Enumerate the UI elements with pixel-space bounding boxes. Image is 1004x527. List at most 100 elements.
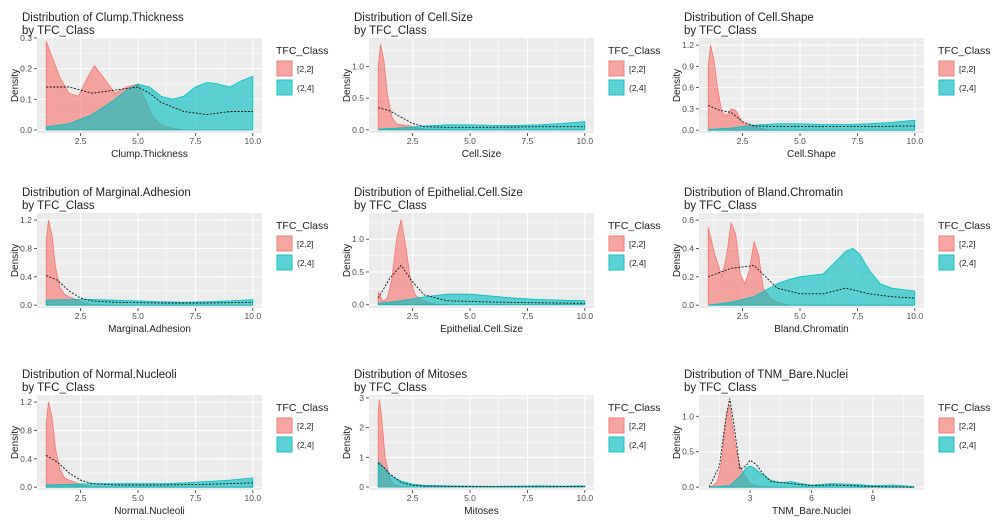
x-tick-label: 2.5 xyxy=(75,493,87,503)
density-area-high-class xyxy=(45,299,254,306)
overall-density-line xyxy=(45,454,253,486)
y-axis-label: Density xyxy=(672,244,683,277)
x-tick-label: 10.0 xyxy=(577,311,594,321)
legend-swatch-high-class xyxy=(608,254,625,271)
chart-title: Distribution of Cell.Shape xyxy=(684,12,814,24)
x-axis-label: Marginal.Adhesion xyxy=(108,324,191,335)
y-axis-label: Density xyxy=(342,244,353,277)
legend-swatch-high-class xyxy=(608,79,625,96)
y-tick-label: 0.0 xyxy=(20,482,32,492)
density-area-high-class xyxy=(377,293,586,306)
legend-swatch-high-class xyxy=(608,436,625,453)
legend-label: (2,4] xyxy=(959,258,976,268)
x-tick-label: 7.5 xyxy=(190,311,202,321)
legend-title: TFC_Class xyxy=(938,402,991,414)
x-tick-label: 6 xyxy=(809,493,814,503)
x-tick-label: 10.0 xyxy=(245,493,262,503)
y-tick-label: 1.0 xyxy=(682,411,694,421)
density-area-high-class xyxy=(45,477,254,488)
legend-swatch-high-class xyxy=(938,436,955,453)
legend-swatch-low-class xyxy=(608,60,625,77)
legend: TFC_Class [2,2] (2,4] xyxy=(608,402,661,453)
x-tick-label: 7.5 xyxy=(522,311,534,321)
legend-title: TFC_Class xyxy=(276,402,329,414)
y-tick-label: 2 xyxy=(359,423,364,433)
chart-subtitle: by TFC_Class xyxy=(354,25,427,37)
legend: TFC_Class [2,2] (2,4] xyxy=(938,402,991,453)
density-area-high-class xyxy=(377,460,586,488)
legend-label: [2,2] xyxy=(959,239,976,249)
overall-density-line xyxy=(708,265,915,299)
x-tick-label: 2.5 xyxy=(407,311,419,321)
chart-subtitle: by TFC_Class xyxy=(354,382,427,394)
y-axis-label: Density xyxy=(672,69,683,102)
x-tick-label: 7.5 xyxy=(852,311,864,321)
legend-title: TFC_Class xyxy=(608,402,661,414)
legend-label: [2,2] xyxy=(959,64,976,74)
x-axis-label: Cell.Size xyxy=(462,149,502,160)
legend-label: (2,4] xyxy=(297,440,314,450)
x-tick-label: 5.0 xyxy=(132,136,144,146)
plot-panel xyxy=(37,395,262,490)
y-tick-label: 1.2 xyxy=(20,397,32,407)
y-tick-label: 0.0 xyxy=(682,300,694,310)
y-axis-label: Density xyxy=(342,69,353,102)
x-tick-label: 10.0 xyxy=(245,136,262,146)
chart-subtitle: by TFC_Class xyxy=(684,25,757,37)
legend-swatch-low-class xyxy=(608,417,625,434)
legend: TFC_Class [2,2] (2,4] xyxy=(938,220,991,271)
x-tick-label: 5.0 xyxy=(464,136,476,146)
x-axis-label: Clump.Thickness xyxy=(111,149,188,160)
legend-label: (2,4] xyxy=(297,83,314,93)
x-tick-label: 2.5 xyxy=(75,311,87,321)
legend-swatch-low-class xyxy=(938,417,955,434)
legend-swatch-high-class xyxy=(938,254,955,271)
chart-title: Distribution of Cell.Size xyxy=(354,12,473,24)
legend-swatch-low-class xyxy=(276,60,293,77)
chart-title: Distribution of Bland.Chromatin xyxy=(684,187,843,199)
overall-density-line xyxy=(708,398,914,488)
y-tick-label: 0.0 xyxy=(20,300,32,310)
x-tick-label: 5.0 xyxy=(794,311,806,321)
legend-label: (2,4] xyxy=(959,83,976,93)
legend-swatch-high-class xyxy=(276,79,293,96)
y-tick-label: 0.5 xyxy=(682,447,694,457)
y-axis-label: Density xyxy=(10,69,21,102)
y-tick-label: 1 xyxy=(359,452,364,462)
legend-swatch-low-class xyxy=(938,60,955,77)
density-area-high-class xyxy=(45,75,254,131)
y-tick-label: 0.5 xyxy=(352,93,364,103)
legend-label: [2,2] xyxy=(629,64,646,74)
x-axis-label: Normal.Nucleoli xyxy=(114,506,185,517)
y-tick-label: 0.2 xyxy=(20,64,32,74)
legend-label: [2,2] xyxy=(959,421,976,431)
x-tick-label: 5.0 xyxy=(132,493,144,503)
y-tick-label: 0.0 xyxy=(352,125,364,135)
legend-label: [2,2] xyxy=(297,421,314,431)
x-tick-label: 9 xyxy=(870,493,875,503)
y-axis-label: Density xyxy=(10,426,21,459)
y-tick-label: 0.1 xyxy=(20,94,32,104)
y-tick-label: 0.0 xyxy=(20,125,32,135)
legend-title: TFC_Class xyxy=(276,220,329,232)
x-tick-label: 2.5 xyxy=(737,311,749,321)
x-tick-label: 7.5 xyxy=(190,493,202,503)
y-tick-label: 0.0 xyxy=(682,125,694,135)
legend: TFC_Class [2,2] (2,4] xyxy=(608,220,661,271)
legend-swatch-low-class xyxy=(276,235,293,252)
legend: TFC_Class [2,2] (2,4] xyxy=(276,45,329,96)
x-tick-label: 10.0 xyxy=(577,493,594,503)
x-axis-label: TNM_Bare.Nuclei xyxy=(772,506,851,517)
chart-subtitle: by TFC_Class xyxy=(684,200,757,212)
legend-swatch-low-class xyxy=(938,235,955,252)
x-axis-label: Mitoses xyxy=(464,506,498,517)
x-tick-label: 2.5 xyxy=(737,136,749,146)
y-axis-label: Density xyxy=(342,426,353,459)
legend-label: [2,2] xyxy=(297,64,314,74)
legend-label: (2,4] xyxy=(629,440,646,450)
overall-density-line xyxy=(377,462,585,488)
